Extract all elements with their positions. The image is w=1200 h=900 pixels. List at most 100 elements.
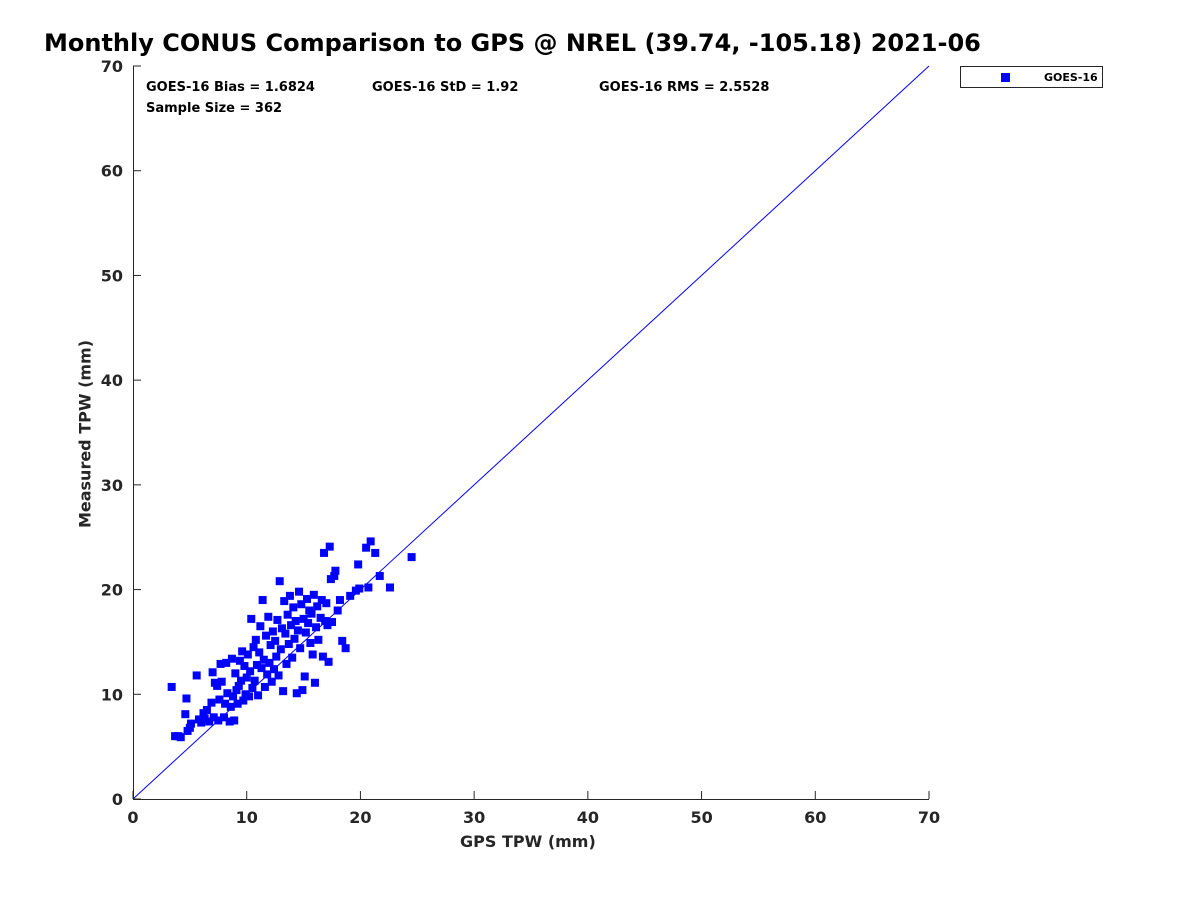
data-point [324,657,333,666]
data-point [251,635,260,644]
data-point [317,596,326,605]
data-point [309,590,318,599]
data-point [271,636,280,645]
data-point [282,659,291,668]
data-point [277,624,286,633]
x-tick-label: 50 [690,808,712,827]
data-point [207,698,216,707]
x-axis-label: GPS TPW (mm) [460,832,596,851]
data-point [281,629,290,638]
data-point [264,612,273,621]
std-stat: GOES-16 StD = 1.92 [372,80,519,95]
data-point [217,677,226,686]
data-point [335,596,344,605]
data-point [292,689,301,698]
data-point [273,615,282,624]
data-point [283,610,292,619]
data-point [287,621,296,630]
data-point [202,705,211,714]
data-point [341,644,350,653]
data-point [291,616,300,625]
data-point [240,662,249,671]
bias-stat: GOES-16 Bias = 1.6824 [146,80,315,95]
data-point [242,673,251,682]
data-point [222,658,231,667]
data-point [284,640,293,649]
data-point [274,671,283,680]
data-point [192,671,201,680]
data-point [307,609,316,618]
data-point [362,543,371,552]
y-tick-label: 30 [101,476,123,495]
x-tick-label: 10 [236,808,258,827]
data-point [366,537,375,546]
data-point [364,583,373,592]
y-axis-label: Measured TPW (mm) [75,339,95,529]
data-point [285,591,294,600]
data-point [219,713,228,722]
data-point [239,696,248,705]
x-tick-label: 20 [349,808,371,827]
data-point [331,566,340,575]
data-point [205,717,214,726]
data-point [233,699,242,708]
data-point [300,672,309,681]
data-point [254,691,263,700]
data-point [275,577,284,586]
data-point [330,571,339,580]
data-point [209,713,218,722]
data-point [208,668,217,677]
data-point [310,678,319,687]
data-point [407,553,416,562]
y-tick-label: 60 [101,162,123,181]
data-point [297,600,306,609]
data-point [223,689,232,698]
data-point [338,636,347,645]
data-point [231,669,240,678]
legend: GOES-16 [960,66,1103,88]
data-point [385,583,394,592]
data-point [354,560,363,569]
data-point [213,681,222,690]
rms-stat: GOES-16 RMS = 2.5528 [599,80,770,95]
legend-marker-icon [1001,73,1010,82]
y-tick-label: 10 [101,685,123,704]
data-point [234,681,243,690]
data-point [301,628,310,637]
x-tick-label: 40 [577,808,599,827]
data-point [293,626,302,635]
y-ticks-layer: 0 10 20 30 40 50 60 70 [101,57,141,809]
data-point [235,656,244,665]
data-point [227,654,236,663]
data-point [244,692,253,701]
data-point [355,584,364,593]
data-point [247,614,256,623]
data-points-layer [167,537,416,742]
x-tick-label: 70 [918,808,940,827]
data-point [328,618,336,627]
data-point [252,660,261,669]
data-point [314,635,323,644]
data-point [268,627,277,636]
data-point [318,652,327,661]
data-point [214,716,223,725]
data-point [215,695,224,704]
data-point [237,676,246,685]
data-point [312,623,321,632]
data-point [257,664,266,673]
y-tick-label: 40 [101,371,123,390]
data-point [299,614,308,623]
data-point [229,692,238,701]
data-point [306,638,315,647]
data-point [225,717,234,726]
data-point [258,596,267,605]
y-tick-label: 70 [101,57,123,76]
data-point [323,621,332,630]
data-point [238,647,247,656]
data-point [263,670,272,679]
data-point [375,571,384,580]
data-point [295,587,304,596]
data-point [267,677,276,686]
data-point [266,641,275,650]
